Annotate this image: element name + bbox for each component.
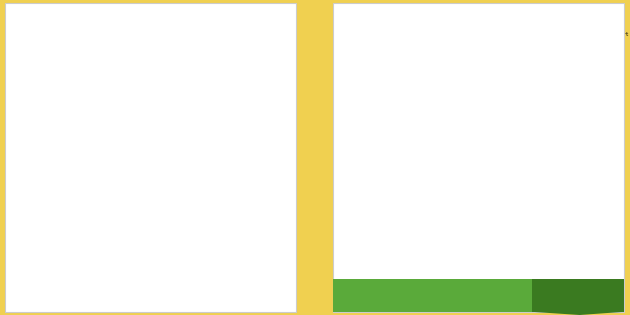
Text: Plot Samir’s pulse rate on the
graph.
A doctor measured Samir’s
pulse to be 70 b: Plot Samir’s pulse rate on the graph. A … [16,147,141,237]
Y-axis label: Pulse (number of beats per minute): Pulse (number of beats per minute) [442,147,447,220]
Text: Recording Pulse Rates Worksheet: Recording Pulse Rates Worksheet [366,17,590,30]
Text: Blood is pumped around the body by the heart through vessels called arteries and: Blood is pumped around the body by the h… [347,26,629,49]
Text: Plot Samir’s pulse rate on the
graph.
A doctor measured Samir’s
pulse to be 70 b: Plot Samir’s pulse rate on the graph. A … [341,96,433,190]
Text: Eco: Eco [551,288,580,303]
Text: Find your pulse. Does it change after exercise? Design and carry out an
experime: Find your pulse. Does it change after ex… [341,258,581,269]
Text: Blood is pumped around the body by the heart through vessels
called arteries and: Blood is pumped around the body by the h… [23,36,286,122]
Y-axis label: beats per minute): beats per minute) [154,221,159,269]
FancyBboxPatch shape [341,23,615,93]
FancyBboxPatch shape [16,31,285,140]
Text: ink saving: ink saving [351,289,419,302]
Text: Recording Pulse Rates Worksheet: Recording Pulse Rates Worksheet [11,17,290,32]
